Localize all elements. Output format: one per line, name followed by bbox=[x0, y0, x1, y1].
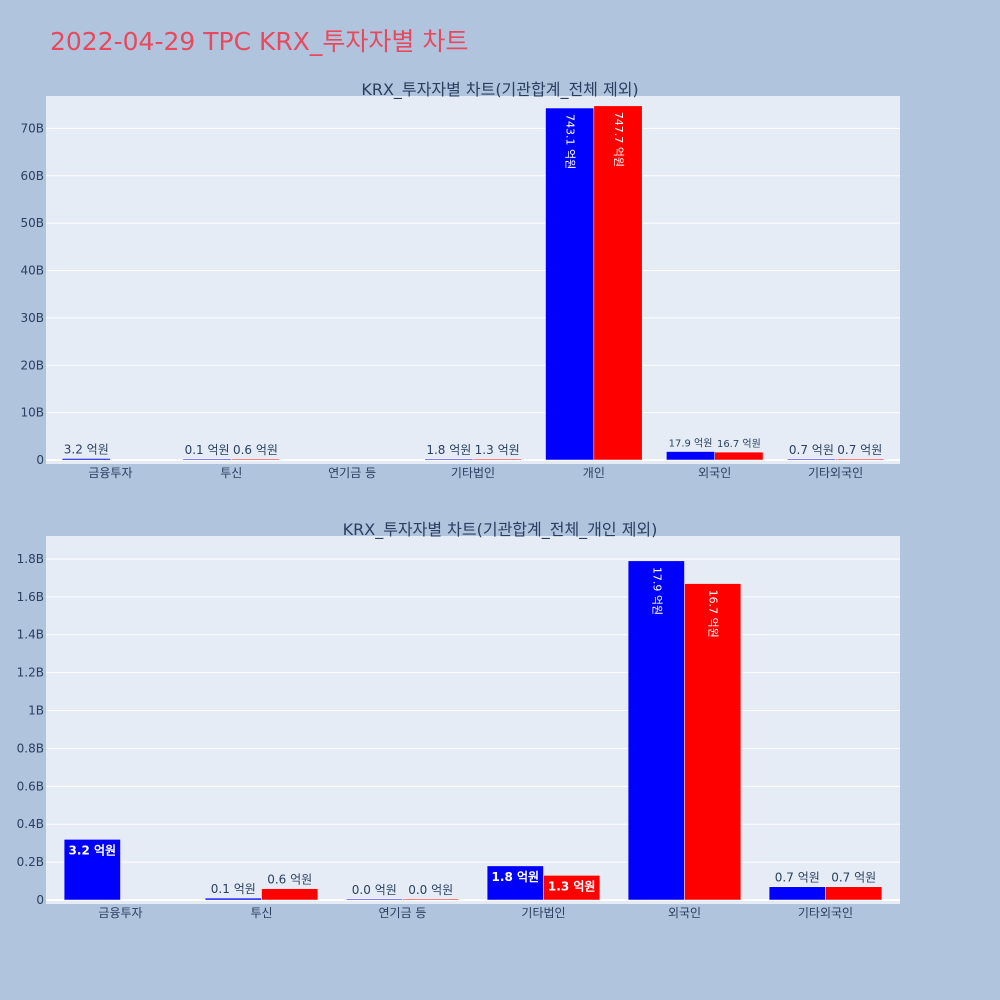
bar bbox=[486, 865, 544, 901]
x-tick-label: 금융투자 bbox=[88, 466, 132, 480]
bar-label: 17.9 억원 bbox=[650, 567, 663, 615]
x-tick-label: 외국인 bbox=[698, 466, 731, 480]
y-tick-label: 0 bbox=[36, 893, 44, 907]
y-tick-label: 0.2B bbox=[17, 855, 44, 869]
x-tick-label: 기타법인 bbox=[521, 906, 565, 920]
bar bbox=[627, 560, 685, 901]
plot-area bbox=[46, 96, 900, 464]
bar-label: 0.7 억원 bbox=[775, 871, 820, 885]
y-tick-label: 1.8B bbox=[17, 552, 44, 566]
chart-overall: 0 10B 20B 30B 40B 50B 60B 70B KRX_투자자별 차트(기관합계_전… bbox=[20, 80, 900, 480]
bar bbox=[835, 458, 885, 461]
y-tick-label: 10B bbox=[20, 406, 44, 420]
bar-label: 1.8 억원 bbox=[426, 443, 471, 457]
y-tick-label: 1.2B bbox=[17, 666, 44, 680]
y-tick-label: 30B bbox=[20, 311, 44, 325]
bar-label: 0.6 억원 bbox=[267, 873, 312, 887]
bar-label: 0.0 억원 bbox=[352, 883, 397, 897]
bar-label: 743.1 억원 bbox=[564, 114, 577, 169]
bar bbox=[666, 451, 715, 461]
bar-label: 747.7 억원 bbox=[612, 112, 625, 167]
chart-title: KRX_투자자별 차트(기관합계_전체 제외) bbox=[361, 80, 638, 100]
plot-area bbox=[46, 536, 900, 904]
bar bbox=[545, 107, 595, 461]
y-tick-label: 1B bbox=[28, 704, 44, 718]
y-tick-label: 40B bbox=[20, 264, 44, 278]
bar-label: 3.2 억원 bbox=[69, 843, 117, 857]
bar-label: 0.0 억원 bbox=[408, 883, 453, 897]
y-tick-label: 0.6B bbox=[17, 779, 44, 793]
x-tick-label: 기타외국인 bbox=[798, 906, 853, 920]
y-tick-label: 0.8B bbox=[17, 741, 44, 755]
bar bbox=[63, 839, 121, 901]
bar bbox=[786, 458, 836, 461]
bar bbox=[424, 458, 474, 461]
bar-label: 17.9 억원 bbox=[669, 438, 713, 450]
y-tick-label: 0 bbox=[36, 453, 44, 467]
y-tick-label: 20B bbox=[20, 358, 44, 372]
chart-title: KRX_투자자별 차트(기관합계_전체_개인 제외) bbox=[343, 520, 658, 540]
bar bbox=[714, 451, 764, 461]
bar bbox=[61, 458, 111, 461]
x-tick-label: 금융투자 bbox=[98, 906, 142, 920]
bar-label: 1.3 억원 bbox=[475, 443, 520, 457]
bar-label: 16.7 억원 bbox=[717, 438, 761, 450]
x-tick-label: 기타외국인 bbox=[808, 466, 863, 480]
bar-label: 0.7 억원 bbox=[831, 871, 876, 885]
bar-label: 0.6 억원 bbox=[233, 443, 278, 457]
bar bbox=[472, 458, 522, 461]
bar bbox=[182, 458, 232, 461]
y-tick-label: 0.4B bbox=[17, 817, 44, 831]
x-tick-label: 연기금 등 bbox=[328, 466, 376, 480]
y-tick-label: 1.4B bbox=[17, 628, 44, 642]
bar bbox=[543, 875, 601, 901]
x-tick-label: 투신 bbox=[250, 906, 272, 920]
x-tick-label: 투신 bbox=[220, 466, 242, 480]
bar bbox=[402, 898, 460, 901]
bar bbox=[825, 886, 883, 901]
bar bbox=[768, 886, 826, 901]
chart-excluding-individual: 0 0.2B 0.4B 0.6B 0.8B 1B 1.2B 1.4B 1.6B 1.8B KRX_투… bbox=[17, 520, 900, 920]
bar-label: 16.7 억원 bbox=[707, 590, 720, 638]
bar bbox=[204, 897, 262, 901]
bar bbox=[345, 898, 403, 901]
bar-label: 0.1 억원 bbox=[211, 882, 256, 896]
y-tick-label: 1.6B bbox=[17, 590, 44, 604]
bar-label: 3.2 억원 bbox=[64, 442, 109, 456]
x-tick-label: 외국인 bbox=[668, 906, 701, 920]
bar bbox=[231, 458, 280, 461]
y-tick-label: 70B bbox=[20, 121, 44, 135]
bar bbox=[593, 105, 643, 461]
bar bbox=[684, 583, 742, 901]
bar-label: 0.7 억원 bbox=[789, 443, 834, 457]
y-tick-label: 60B bbox=[20, 169, 44, 183]
y-tick-label: 50B bbox=[20, 216, 44, 230]
bar-label: 1.3 억원 bbox=[548, 879, 596, 893]
bar-label: 0.7 억원 bbox=[837, 443, 882, 457]
x-tick-label: 기타법인 bbox=[451, 466, 495, 480]
bar bbox=[261, 888, 319, 901]
x-tick-label: 개인 bbox=[583, 466, 605, 480]
bar-label: 1.8 억원 bbox=[492, 870, 540, 884]
x-tick-label: 연기금 등 bbox=[379, 906, 427, 920]
bar-label: 0.1 억원 bbox=[185, 443, 230, 457]
page-title: 2022-04-29 TPC KRX_투자자별 차트 bbox=[50, 27, 469, 56]
